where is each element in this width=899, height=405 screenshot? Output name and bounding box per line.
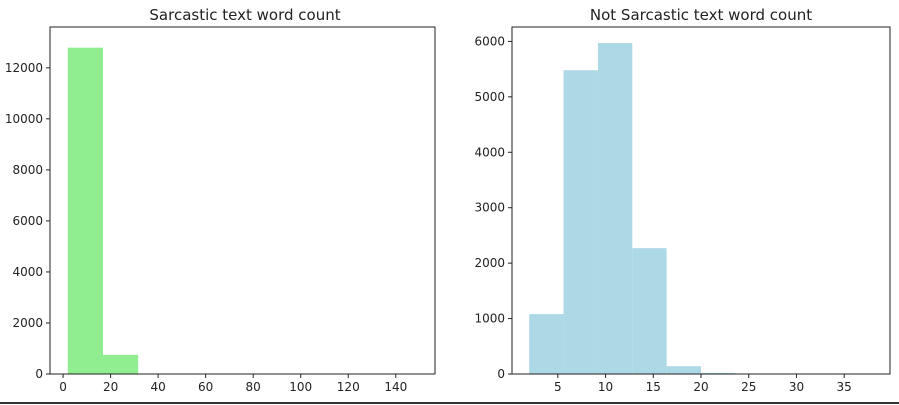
histogram-bar-2 xyxy=(102,354,139,374)
histogram-bar-2 xyxy=(563,70,598,374)
x-tick-label: 25 xyxy=(741,380,756,394)
bottom-divider xyxy=(0,402,899,404)
x-tick-label: 0 xyxy=(59,380,67,394)
y-tick-label: 5000 xyxy=(474,90,505,104)
y-tick-label: 6000 xyxy=(12,214,43,228)
x-tick-label: 40 xyxy=(150,380,165,394)
y-tick-label: 2000 xyxy=(474,256,505,270)
x-tick-label: 80 xyxy=(246,380,261,394)
y-tick-label: 3000 xyxy=(474,201,505,215)
y-tick-label: 4000 xyxy=(12,265,43,279)
y-tick-label: 2000 xyxy=(12,316,43,330)
x-tick-label: 35 xyxy=(837,380,852,394)
histogram-bar-5 xyxy=(666,366,701,374)
chart-title: Sarcastic text word count xyxy=(149,6,340,24)
y-tick-label: 12000 xyxy=(5,61,43,75)
y-tick-label: 4000 xyxy=(474,145,505,159)
x-tick-label: 120 xyxy=(337,380,360,394)
x-tick-label: 20 xyxy=(103,380,118,394)
histogram-bar-4 xyxy=(632,248,667,374)
x-tick-label: 60 xyxy=(198,380,213,394)
y-tick-label: 1000 xyxy=(474,312,505,326)
x-tick-label: 140 xyxy=(384,380,407,394)
y-tick-label: 0 xyxy=(497,367,505,381)
y-tick-label: 6000 xyxy=(474,34,505,48)
sarcastic-word-count-chart: Sarcastic text word count 0 20 40 60 80 100 12… xyxy=(5,6,436,394)
x-tick-label: 10 xyxy=(598,380,613,394)
y-tick-label: 8000 xyxy=(12,163,43,177)
x-tick-label: 15 xyxy=(646,380,661,394)
histogram-bar-6 xyxy=(701,372,736,374)
plot-frame xyxy=(49,26,436,375)
histogram-bar-1 xyxy=(529,314,564,374)
y-tick-label: 10000 xyxy=(5,112,43,126)
y-tick-label: 0 xyxy=(35,367,43,381)
chart-title: Not Sarcastic text word count xyxy=(590,6,812,24)
x-tick-label: 20 xyxy=(693,380,708,394)
x-tick-label: 100 xyxy=(289,380,312,394)
histogram-bar-1 xyxy=(67,47,103,375)
histogram-bar-3 xyxy=(597,43,633,375)
not-sarcastic-word-count-chart: Not Sarcastic text word count 5 10 15 20 25 3… xyxy=(474,6,891,394)
x-tick-label: 5 xyxy=(554,380,562,394)
x-tick-label: 30 xyxy=(789,380,804,394)
